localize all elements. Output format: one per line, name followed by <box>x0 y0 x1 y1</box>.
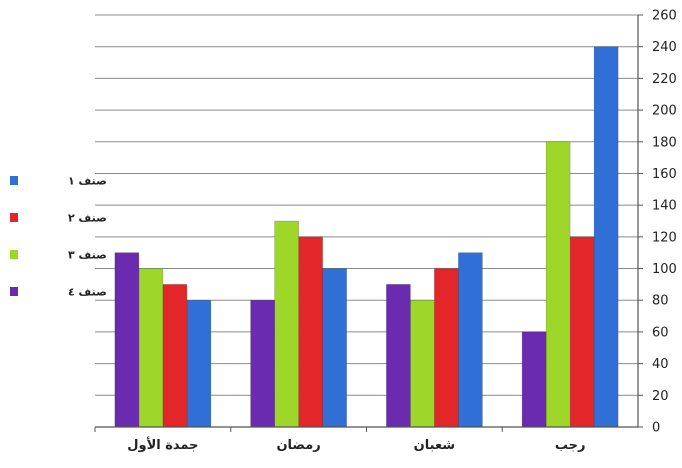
y-tick-label: 120 <box>652 230 677 245</box>
y-tick-label: 100 <box>652 262 677 277</box>
legend-swatch <box>10 287 18 296</box>
gridlines <box>95 14 638 428</box>
x-tick-label: جمدة الأول <box>127 436 198 453</box>
y-tick-label: 200 <box>652 104 677 119</box>
bar <box>274 220 299 428</box>
legend-swatch <box>10 213 18 222</box>
y-tick-label: 140 <box>652 199 677 214</box>
bar <box>250 299 275 428</box>
bar <box>410 299 435 428</box>
bar <box>114 252 140 428</box>
bar <box>322 268 347 428</box>
bar <box>138 268 164 428</box>
bar <box>545 141 571 428</box>
y-tick-label: 60 <box>652 325 669 340</box>
legend: صنف ١ صنف ٢ صنف ٣ صنف ٤ <box>10 175 107 299</box>
y-tick-label: 0 <box>652 421 660 436</box>
bar <box>186 299 212 428</box>
y-tick-label: 40 <box>652 357 669 372</box>
bars <box>114 46 619 428</box>
y-tick-label: 180 <box>652 135 677 150</box>
y-tick-label: 220 <box>652 72 677 87</box>
y-tick-label: 80 <box>652 294 669 309</box>
legend-label: صنف ١ <box>68 175 107 188</box>
bar <box>386 284 411 428</box>
legend-swatch <box>10 176 18 185</box>
y-tick-label: 260 <box>652 9 677 24</box>
legend-label: صنف ٤ <box>68 286 107 299</box>
x-axis-categories: رجب شعبان رمضان جمدة الأول <box>94 427 586 453</box>
legend-label: صنف ٢ <box>68 212 107 225</box>
bar <box>521 331 547 428</box>
bar <box>434 268 459 428</box>
bar <box>593 46 619 428</box>
legend-swatch <box>10 250 18 259</box>
bar <box>162 284 188 428</box>
bar <box>458 252 483 428</box>
x-tick-label: رجب <box>555 438 586 453</box>
y-tick-label: 20 <box>652 389 669 404</box>
y-tick-label: 240 <box>652 40 677 55</box>
y-axis-ticks: 0 20 40 60 80 100 120 140 160 180 200 220 240 260 <box>638 9 677 436</box>
y-tick-label: 160 <box>652 167 677 182</box>
x-tick-label: شعبان <box>414 438 455 453</box>
bar <box>298 236 323 428</box>
bar <box>569 236 595 428</box>
legend-label: صنف ٣ <box>68 249 107 262</box>
x-tick-label: رمضان <box>276 438 320 453</box>
